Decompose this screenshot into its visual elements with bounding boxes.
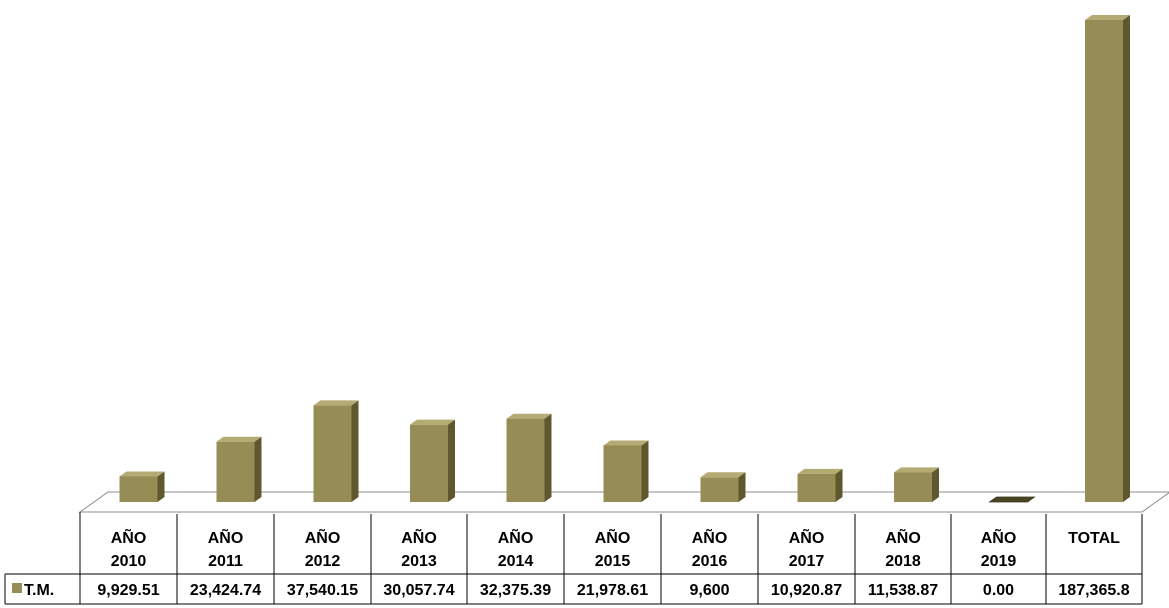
bar-front bbox=[603, 445, 642, 502]
value-label: 37,540.15 bbox=[287, 582, 358, 599]
bar-front bbox=[894, 472, 932, 502]
category-label-line: 2016 bbox=[692, 553, 728, 570]
category-label: AÑO 2011 bbox=[208, 527, 244, 570]
bar-front bbox=[313, 405, 352, 502]
category-label: AÑO 2015 bbox=[595, 527, 631, 570]
category-label: AÑO 2016 bbox=[692, 527, 728, 570]
bar bbox=[797, 468, 843, 502]
bar-top bbox=[216, 436, 262, 442]
category-label-line: 2012 bbox=[305, 553, 341, 570]
category-label-line: AÑO bbox=[692, 527, 728, 547]
bar-front bbox=[797, 473, 836, 502]
category-label-line: AÑO bbox=[498, 527, 534, 547]
category-label: AÑO 2012 bbox=[305, 527, 341, 570]
bar-side bbox=[641, 440, 649, 502]
category-label: TOTAL bbox=[1068, 530, 1120, 547]
category-label-line: AÑO bbox=[208, 527, 244, 547]
category-label-line: 2014 bbox=[498, 553, 534, 570]
bar bbox=[216, 436, 262, 502]
value-label: 10,920.87 bbox=[771, 582, 842, 599]
bar-top bbox=[1085, 15, 1130, 20]
category-label: AÑO 2014 bbox=[498, 527, 534, 570]
category-label-line: AÑO bbox=[981, 527, 1017, 547]
value-label: 23,424.74 bbox=[190, 582, 261, 599]
bar-side bbox=[544, 413, 552, 502]
legend-key bbox=[12, 583, 22, 593]
series-name: T.M. bbox=[24, 582, 54, 599]
data-table: AÑO 2010 AÑO 2011 AÑO 2012 AÑO 2013 AÑO 2014 AÑO 20… bbox=[4, 512, 1143, 605]
bar-front bbox=[700, 477, 739, 502]
bar-side bbox=[448, 419, 455, 502]
value-label: 9,600 bbox=[689, 582, 729, 599]
category-label-line: AÑO bbox=[789, 527, 825, 547]
bar-side bbox=[932, 467, 939, 502]
bar-side bbox=[351, 400, 359, 502]
bar-front bbox=[506, 418, 545, 502]
value-label: 0.00 bbox=[983, 582, 1014, 599]
category-label: AÑO 2013 bbox=[401, 527, 437, 570]
category-label-line: 2019 bbox=[981, 553, 1017, 570]
bar-empty-cap bbox=[988, 496, 1036, 503]
bar-top bbox=[506, 413, 552, 419]
bar-front bbox=[216, 441, 255, 502]
bar bbox=[700, 472, 746, 502]
bar-layer bbox=[119, 15, 1130, 503]
category-label: AÑO 2010 bbox=[111, 527, 147, 570]
category-label-line: 2018 bbox=[885, 553, 921, 570]
bar-side bbox=[157, 471, 165, 502]
bar-side bbox=[254, 436, 262, 502]
bar-top bbox=[797, 468, 843, 474]
bar-side bbox=[1123, 15, 1130, 502]
bar bbox=[506, 413, 552, 502]
bar-front bbox=[410, 424, 448, 502]
category-label-line: 2017 bbox=[789, 553, 825, 570]
category-label-line: AÑO bbox=[305, 527, 341, 547]
category-label-line: AÑO bbox=[595, 527, 631, 547]
bar-side bbox=[738, 472, 746, 502]
category-label-line: AÑO bbox=[401, 527, 437, 547]
category-label-line: 2011 bbox=[208, 553, 243, 570]
value-label: 21,978.61 bbox=[577, 582, 648, 599]
category-label: AÑO 2019 bbox=[981, 527, 1017, 570]
bar-top bbox=[700, 472, 746, 478]
category-label-line: TOTAL bbox=[1068, 530, 1120, 547]
value-label: 30,057.74 bbox=[383, 582, 454, 599]
category-label: AÑO 2017 bbox=[789, 527, 825, 570]
bar-front bbox=[1085, 20, 1123, 502]
category-label-line: 2013 bbox=[401, 553, 437, 570]
category-label-line: 2015 bbox=[595, 553, 631, 570]
category-label-line: AÑO bbox=[111, 527, 147, 547]
bar bbox=[1085, 15, 1130, 502]
value-label: 11,538.87 bbox=[868, 582, 938, 599]
bar bbox=[988, 496, 1036, 503]
bar-top bbox=[894, 467, 939, 473]
bar bbox=[410, 419, 455, 502]
bar bbox=[313, 400, 359, 502]
bar bbox=[119, 471, 165, 502]
bar-side bbox=[835, 468, 843, 502]
bar-top bbox=[603, 440, 649, 446]
category-label-line: AÑO bbox=[885, 527, 921, 547]
value-label: 32,375.39 bbox=[480, 582, 551, 599]
category-label: AÑO 2018 bbox=[885, 527, 921, 570]
bar bbox=[603, 440, 649, 502]
bar-top bbox=[119, 471, 165, 477]
bar-top bbox=[410, 419, 455, 425]
value-label: 187,365.8 bbox=[1058, 582, 1129, 599]
value-label: 9,929.51 bbox=[97, 582, 159, 599]
bar-front bbox=[119, 476, 158, 502]
category-label-line: 2010 bbox=[111, 553, 147, 570]
bar bbox=[894, 467, 939, 502]
bar-top bbox=[313, 400, 359, 406]
